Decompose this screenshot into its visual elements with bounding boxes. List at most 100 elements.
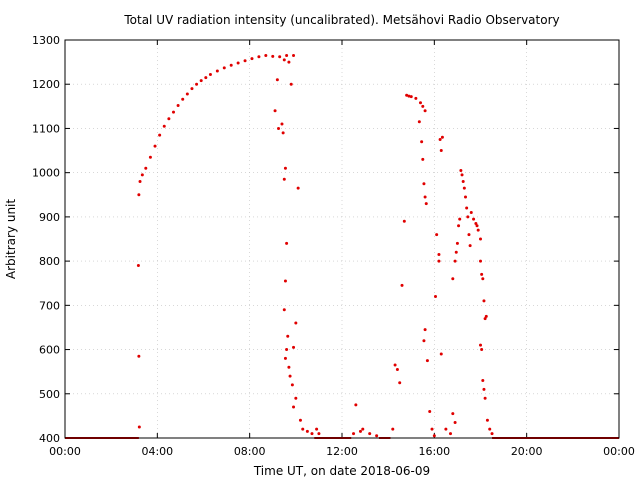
data-point <box>310 432 314 436</box>
data-point <box>393 363 397 367</box>
data-point <box>286 334 290 338</box>
x-tick-label: 12:00 <box>326 445 358 458</box>
data-point <box>375 434 379 438</box>
data-point <box>483 317 487 321</box>
data-point <box>162 124 166 128</box>
data-point <box>282 58 286 62</box>
data-point <box>358 429 362 433</box>
data-point <box>361 427 365 431</box>
data-point <box>457 224 461 228</box>
data-point <box>271 54 275 58</box>
data-point <box>454 250 458 254</box>
data-point <box>136 264 140 268</box>
data-point <box>485 418 489 422</box>
data-point <box>460 173 464 177</box>
data-point <box>465 206 469 210</box>
data-point <box>250 57 254 61</box>
data-point <box>352 432 356 436</box>
data-point <box>137 354 141 358</box>
data-point <box>315 427 319 431</box>
data-point <box>257 55 261 59</box>
data-point <box>462 186 466 190</box>
data-point <box>195 82 199 86</box>
data-point <box>424 202 428 206</box>
data-point <box>414 96 418 100</box>
data-point <box>476 228 480 232</box>
data-point <box>287 365 291 369</box>
data-point <box>140 173 144 177</box>
x-tick-label: 04:00 <box>141 445 173 458</box>
data-point <box>479 237 482 241</box>
data-point <box>285 53 289 57</box>
x-axis-label: Time UT, on date 2018-06-09 <box>253 464 430 478</box>
data-point <box>461 180 465 184</box>
data-point <box>451 277 455 281</box>
chart-title: Total UV radiation intensity (uncalibrat… <box>123 13 559 27</box>
y-tick-label: 500 <box>39 388 60 401</box>
y-tick-label: 1000 <box>32 167 60 180</box>
data-point <box>278 55 282 59</box>
y-tick-label: 700 <box>39 299 60 312</box>
data-point <box>298 418 302 422</box>
data-point <box>481 277 485 281</box>
y-tick-label: 900 <box>39 211 60 224</box>
data-point <box>432 434 436 438</box>
data-point <box>490 432 494 436</box>
data-point <box>480 272 484 276</box>
data-point <box>190 87 194 91</box>
data-point <box>294 396 298 400</box>
data-point <box>277 126 281 130</box>
data-points <box>65 53 619 439</box>
axis-ticks: 400 500 600 700 800 900 1000 1100 1200 1300 00:00 0… <box>32 34 635 458</box>
data-point <box>229 63 233 67</box>
data-point <box>468 244 472 248</box>
data-point <box>292 53 296 57</box>
data-point <box>294 321 298 325</box>
data-point <box>463 195 467 199</box>
data-point <box>285 241 289 245</box>
data-point <box>421 157 425 161</box>
data-point <box>138 180 142 184</box>
data-point <box>467 233 471 237</box>
data-point <box>243 59 247 63</box>
data-point <box>292 405 296 409</box>
data-point <box>466 215 470 219</box>
data-point <box>439 352 443 356</box>
data-point <box>137 425 141 429</box>
y-tick-label: 600 <box>39 344 60 357</box>
data-point <box>483 396 487 400</box>
data-point <box>144 166 148 170</box>
data-point <box>484 314 488 318</box>
data-point <box>185 92 189 96</box>
data-point <box>409 95 413 99</box>
y-tick-label: 1100 <box>32 122 60 135</box>
data-point <box>453 259 457 263</box>
grid-lines <box>65 40 619 438</box>
data-point <box>451 412 455 416</box>
data-point <box>437 259 441 263</box>
y-tick-label: 1300 <box>32 34 60 47</box>
y-axis-label: Arbitrary unit <box>4 199 18 279</box>
data-point <box>273 109 277 113</box>
data-point <box>137 193 141 197</box>
y-tick-label: 1200 <box>32 78 60 91</box>
data-point <box>275 78 279 82</box>
data-point <box>296 186 300 190</box>
data-point <box>288 374 292 378</box>
x-tick-label: 20:00 <box>511 445 543 458</box>
y-tick-label: 800 <box>39 255 60 268</box>
data-point <box>435 233 439 237</box>
data-point <box>208 72 212 76</box>
data-point <box>459 168 463 172</box>
data-point <box>488 427 492 431</box>
data-point <box>479 259 482 263</box>
data-point <box>423 328 427 332</box>
data-point <box>398 381 402 385</box>
data-point <box>368 432 372 436</box>
data-point <box>472 217 476 221</box>
data-point <box>481 379 485 383</box>
data-point <box>438 138 442 141</box>
data-point <box>236 61 240 65</box>
data-point <box>430 427 434 431</box>
